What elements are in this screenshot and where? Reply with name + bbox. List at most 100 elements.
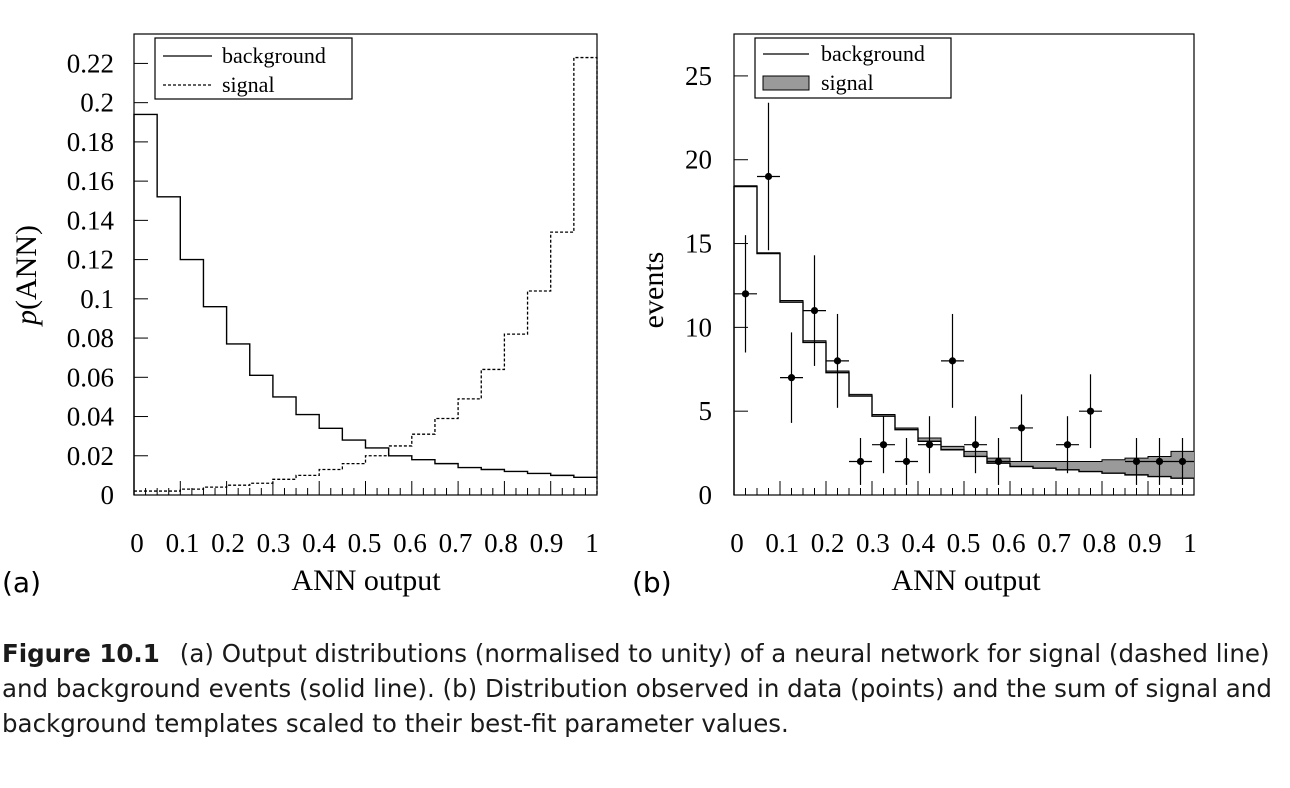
data-point	[833, 357, 842, 365]
data-point	[925, 441, 934, 449]
y-tick-label: 0.14	[67, 205, 115, 235]
x-tick-label: 0.4	[901, 528, 935, 558]
legend-a-background-label: background	[222, 43, 326, 68]
figure-canvas: background signal 0 0.02 0.04 0.06 0.08 0.1 0.…	[2, 33, 1197, 599]
legend-b-signal-label: signal	[821, 70, 874, 95]
data-point	[1178, 457, 1187, 466]
legend-b-background-label: background	[821, 41, 925, 66]
signal-bar	[941, 446, 964, 450]
y-tick-label: 5	[699, 396, 713, 426]
data-point	[787, 374, 796, 382]
signal-bar	[1079, 461, 1102, 472]
data-point	[1017, 424, 1026, 432]
y-tick-label: 0.08	[67, 323, 114, 353]
y-tick-label: 0.02	[67, 441, 114, 471]
panel-b-xtick-labels: 0 0.1 0.2 0.3 0.4 0.5 0.6 0.7 0.8 0.9 1	[730, 528, 1197, 558]
y-tick-label: 0.2	[80, 88, 114, 118]
signal-bar	[1010, 461, 1033, 467]
data-point	[741, 290, 750, 298]
x-tick-label: 0.9	[530, 528, 564, 558]
y-tick-label: 0	[101, 480, 115, 510]
signal-bar	[1033, 461, 1056, 469]
panel-a-ytick-labels: 0 0.02 0.04 0.06 0.08 0.1 0.12 0.14 0.16 0.18 0.2 0…	[67, 48, 115, 510]
x-tick-label: 0.8	[1083, 528, 1117, 558]
x-tick-label: 0.9	[1128, 528, 1162, 558]
x-tick-label: 0.1	[166, 528, 200, 558]
panel-a-ylabel: p(ANN)	[10, 225, 43, 327]
data-point	[1155, 457, 1164, 466]
panel-a-ylabel-rest: (ANN)	[10, 225, 43, 310]
legend-a-signal-label: signal	[222, 72, 275, 97]
x-tick-label: 0.3	[856, 528, 890, 558]
data-point	[856, 457, 865, 466]
panel-a-legend: background signal	[154, 37, 353, 100]
data-point	[879, 441, 888, 449]
y-tick-label: 20	[685, 145, 712, 175]
panel-a-legend-box	[154, 37, 353, 100]
x-tick-label: 0	[130, 528, 144, 558]
panel-a-ylabel-italic: p	[10, 310, 43, 327]
signal-bar	[780, 300, 803, 303]
figure-caption: Figure 10.1 (a) Output distributions (nor…	[2, 636, 1282, 741]
y-tick-label: 0.04	[67, 402, 115, 432]
x-tick-label: 0.2	[811, 528, 845, 558]
panel-a-axis-ticks	[133, 62, 598, 496]
panel-a-xlabel: ANN output	[291, 564, 441, 597]
legend-b-signal-swatch	[762, 75, 810, 91]
panel-b-plot-frame	[733, 33, 1195, 496]
y-tick-label: 0.1	[80, 284, 114, 314]
series-background-line	[133, 113, 597, 495]
x-tick-label: 1	[1183, 528, 1197, 558]
panel-b-xlabel: ANN output	[891, 564, 1041, 597]
signal-bar	[1102, 459, 1125, 474]
signal-bar	[872, 414, 895, 417]
panel-b-data-points	[734, 102, 1194, 485]
panel-b-legend: background signal	[754, 37, 952, 99]
x-tick-label: 0.7	[439, 528, 473, 558]
caption-text: (a) Output distributions (normalised to …	[2, 639, 1272, 738]
y-tick-label: 0	[699, 480, 713, 510]
signal-bar	[849, 394, 872, 397]
panel-a-xtick-labels: 0 0.1 0.2 0.3 0.4 0.5 0.6 0.7 0.8 0.9 1	[130, 528, 599, 558]
x-tick-label: 0.2	[211, 528, 245, 558]
series-signal-line	[134, 56, 598, 495]
panel-b-series	[733, 185, 1194, 495]
panel-b-label: (b)	[632, 566, 672, 599]
panel-a-series	[133, 56, 598, 495]
x-tick-label: 0.7	[1037, 528, 1071, 558]
signal-bar	[895, 427, 918, 430]
panel-b-axis-ticks	[733, 75, 1195, 496]
panel-b-ylabel: events	[637, 252, 670, 329]
data-point	[1086, 407, 1095, 415]
data-point	[810, 307, 819, 315]
panel-a-chart: background signal 0 0.02 0.04 0.06 0.08 0.1 0.…	[2, 33, 599, 599]
y-tick-label: 10	[685, 312, 712, 342]
data-point	[1063, 441, 1072, 449]
y-tick-label: 25	[685, 61, 712, 91]
x-tick-label: 0.6	[393, 528, 427, 558]
x-tick-label: 0.3	[257, 528, 291, 558]
x-tick-label: 0.1	[765, 528, 799, 558]
data-point	[902, 457, 911, 466]
data-point	[971, 441, 980, 449]
data-point	[764, 172, 773, 181]
x-tick-label: 0	[730, 528, 744, 558]
caption-lead: Figure 10.1	[2, 639, 160, 668]
x-tick-label: 1	[585, 528, 599, 558]
x-tick-label: 0.8	[484, 528, 518, 558]
data-point	[1132, 457, 1141, 466]
data-point	[994, 457, 1003, 466]
x-tick-label: 0.5	[947, 528, 981, 558]
x-tick-label: 0.6	[992, 528, 1026, 558]
y-tick-label: 0.22	[67, 48, 114, 78]
x-tick-label: 0.4	[302, 528, 336, 558]
y-tick-label: 15	[685, 229, 712, 259]
data-point	[948, 357, 957, 365]
panel-b-ytick-labels: 0 5 10 15 20 25	[685, 61, 712, 510]
y-tick-label: 0.06	[67, 362, 114, 392]
panel-a-label: (a)	[2, 566, 41, 599]
series-background-line	[733, 185, 1194, 495]
y-tick-label: 0.12	[67, 245, 114, 275]
y-tick-label: 0.18	[67, 127, 114, 157]
